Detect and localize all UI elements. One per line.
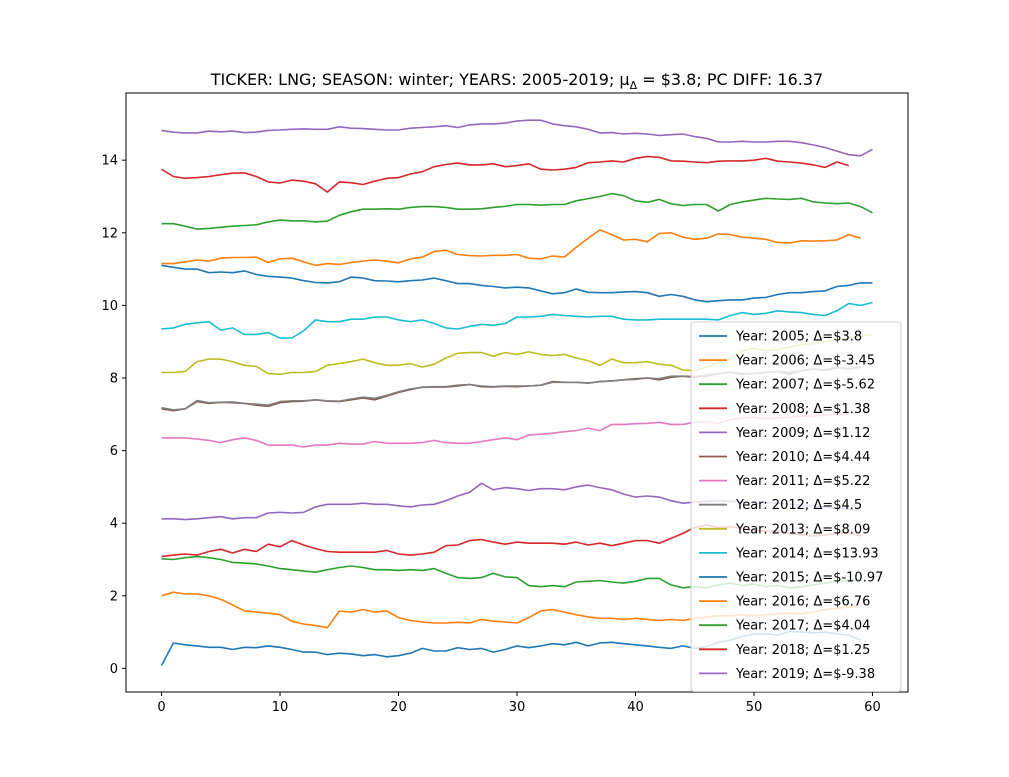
legend-entry-2: Year: 2007; Δ=$-5.62 — [735, 378, 875, 393]
x-tick-label: 0 — [157, 700, 165, 715]
series-line-0 — [161, 264, 873, 303]
chart-title: TICKER: LNG; SEASON: winter; YEARS: 2005… — [210, 70, 823, 92]
legend-entry-4: Year: 2009; Δ=$1.12 — [735, 426, 870, 441]
x-tick-label: 50 — [746, 700, 763, 715]
y-tick-label: 12 — [101, 226, 118, 241]
legend-entry-1: Year: 2006; Δ=$-3.45 — [735, 354, 875, 369]
legend: Year: 2005; Δ=$3.8 Year: 2006; Δ=$-3.45 Ye… — [690, 321, 902, 692]
x-tick-label: 40 — [627, 700, 644, 715]
legend-entry-11: Year: 2016; Δ=$6.76 — [735, 595, 870, 610]
legend-entry-9: Year: 2014; Δ=$13.93 — [735, 546, 879, 561]
y-tick-label: 0 — [110, 662, 118, 677]
y-tick-label: 10 — [101, 299, 118, 314]
legend-entry-12: Year: 2017; Δ=$4.04 — [735, 619, 870, 634]
legend-entry-7: Year: 2012; Δ=$4.5 — [735, 498, 862, 513]
legend-entry-8: Year: 2013; Δ=$8.09 — [735, 522, 870, 537]
series-line-1 — [161, 229, 861, 267]
legend-entry-6: Year: 2011; Δ=$5.22 — [735, 474, 870, 489]
legend-entry-14: Year: 2019; Δ=$-9.38 — [735, 667, 875, 682]
y-tick-label: 2 — [110, 589, 118, 604]
x-tick-label: 20 — [390, 700, 407, 715]
x-tick-label: 60 — [864, 700, 881, 715]
axes: 0 10 20 30 40 50 60 0 2 4 6 8 10 12 14 — [101, 92, 909, 715]
x-tick-label: 10 — [272, 700, 289, 715]
y-tick-label: 6 — [110, 444, 118, 459]
y-tick-label: 4 — [110, 517, 118, 532]
series-line-9 — [161, 301, 873, 339]
series-line-2 — [161, 192, 873, 230]
legend-entry-13: Year: 2018; Δ=$1.25 — [735, 643, 870, 658]
legend-box — [690, 321, 902, 692]
legend-entry-10: Year: 2015; Δ=$-10.97 — [735, 571, 883, 586]
legend-entry-5: Year: 2010; Δ=$4.44 — [735, 450, 870, 465]
series-line-3 — [161, 155, 850, 193]
y-tick-label: 14 — [101, 154, 118, 169]
x-tick-label: 30 — [509, 700, 526, 715]
series-line-4 — [161, 119, 873, 157]
y-tick-label: 8 — [110, 371, 118, 386]
legend-entry-0: Year: 2005; Δ=$3.8 — [735, 330, 862, 345]
legend-entry-3: Year: 2008; Δ=$1.38 — [735, 402, 870, 417]
